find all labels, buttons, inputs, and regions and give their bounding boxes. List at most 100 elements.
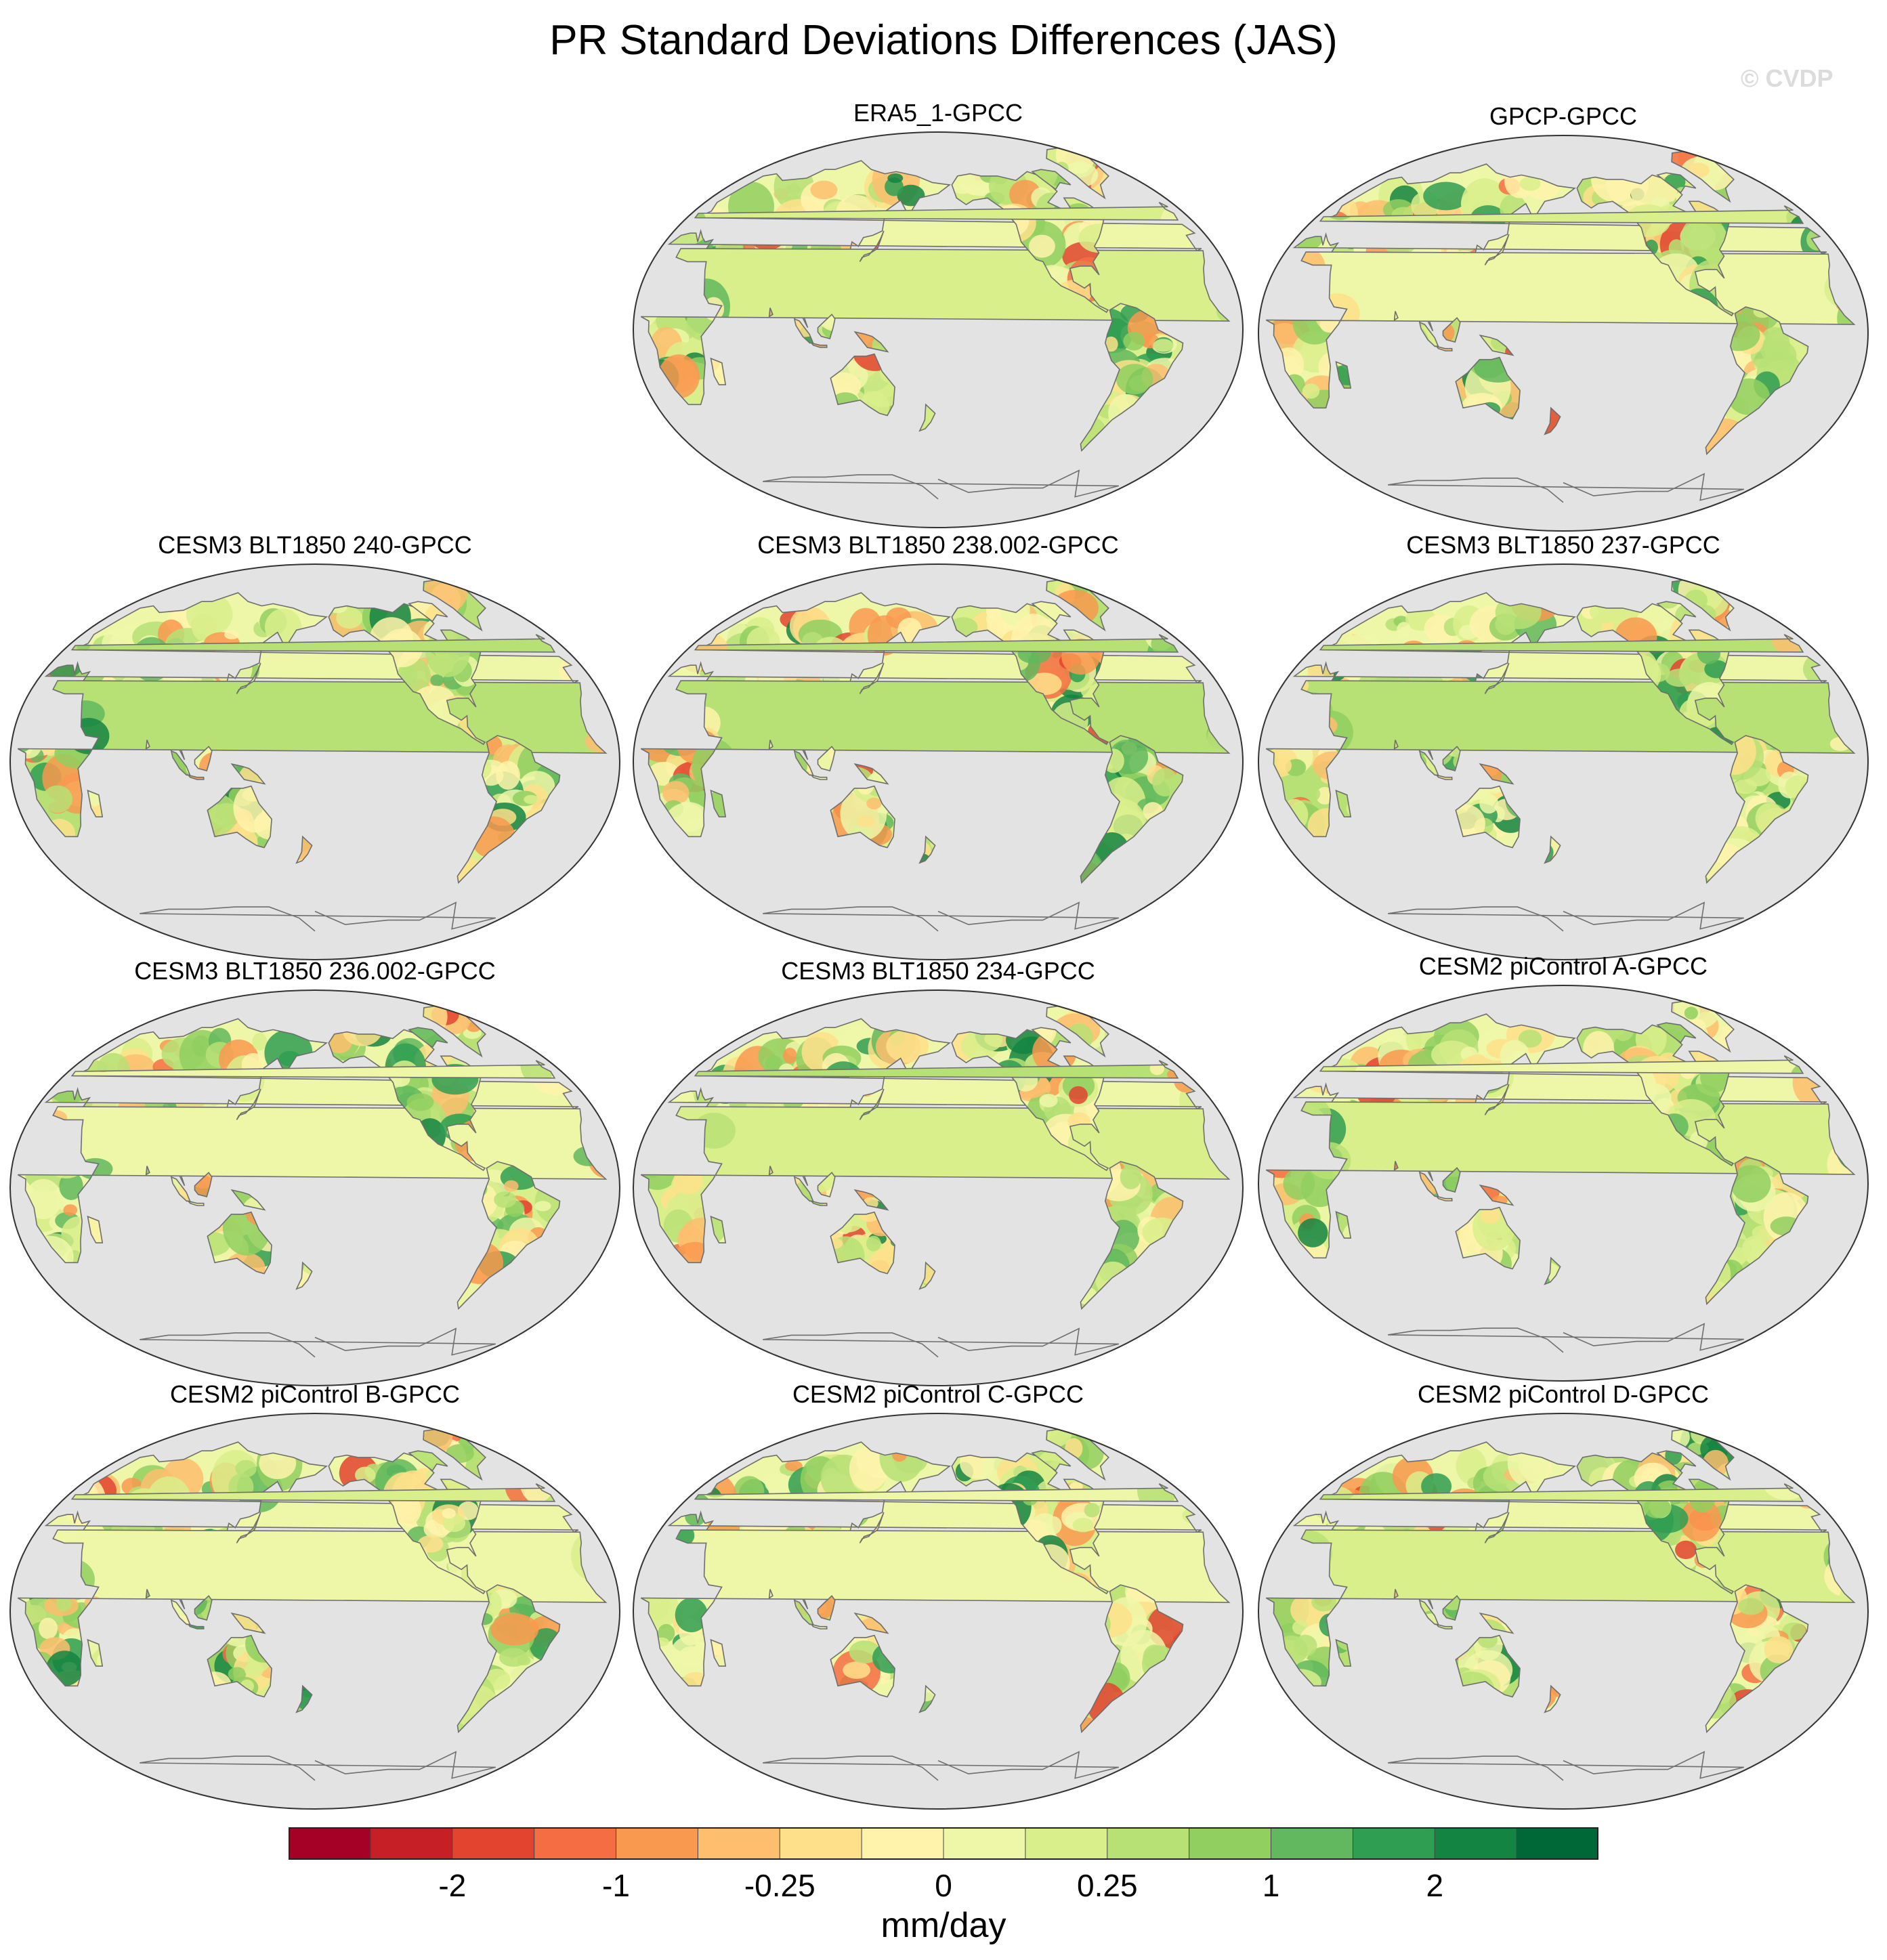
coastline-africa bbox=[640, 1106, 1231, 1264]
coastline-japan bbox=[859, 1512, 885, 1543]
robinson-map bbox=[633, 989, 1244, 1386]
anomaly-field-australia bbox=[207, 786, 272, 848]
coastline-borneo bbox=[194, 746, 213, 771]
landmass-britain bbox=[1320, 1055, 1803, 1073]
colorbar-tick-label: 0 bbox=[935, 1868, 952, 1903]
colorbar-swatch bbox=[452, 1827, 535, 1860]
map-border bbox=[633, 1413, 1244, 1810]
landmass-britain bbox=[695, 1483, 1178, 1501]
colorbar-swatch bbox=[1435, 1827, 1517, 1860]
panel-title: CESM3 BLT1850 234-GPCC bbox=[781, 957, 1095, 985]
coastline-africa bbox=[17, 680, 608, 838]
colorbar-swatch bbox=[1271, 1827, 1353, 1860]
coastline-britain bbox=[70, 1060, 556, 1079]
figure-title: PR Standard Deviations Differences (JAS) bbox=[549, 17, 1338, 64]
coastline-britain bbox=[70, 1483, 556, 1502]
coastline-australia bbox=[207, 785, 272, 849]
map-border bbox=[1258, 985, 1869, 1382]
coastline-britain bbox=[1319, 205, 1804, 224]
map-panel-cesm2-c: CESM2 piControl C-GPCC bbox=[630, 1380, 1246, 1813]
coastline-madagascar bbox=[87, 1215, 104, 1243]
coastline-madagascar bbox=[710, 789, 727, 817]
coastline-japan bbox=[859, 230, 885, 262]
coastline-africa bbox=[1265, 251, 1856, 409]
coastline-southamerica bbox=[1080, 1584, 1184, 1734]
colorbar-swatch bbox=[1107, 1827, 1190, 1860]
coastline-srilanka bbox=[145, 740, 150, 750]
map-panel-cesm2-a: CESM2 piControl A-GPCC bbox=[1255, 952, 1871, 1385]
coastline-java bbox=[1435, 1195, 1453, 1201]
colorbar-swatch bbox=[698, 1827, 780, 1860]
coastline-baffin bbox=[408, 601, 448, 622]
colorbar-swatch bbox=[616, 1827, 698, 1860]
coastline-japan bbox=[1484, 662, 1510, 694]
coastline-japan bbox=[1484, 1512, 1510, 1543]
map-border bbox=[1258, 1413, 1869, 1810]
coastline-newguinea bbox=[1479, 763, 1514, 785]
map-panel-era5: ERA5_1-GPCC bbox=[630, 98, 1246, 532]
landmass-britain bbox=[72, 1483, 555, 1501]
coastline-madagascar bbox=[1335, 1638, 1352, 1667]
map-panel-cesm2-d: CESM2 piControl D-GPCC bbox=[1255, 1380, 1871, 1813]
coastline-baffin bbox=[408, 1027, 448, 1048]
coastline-baffin bbox=[408, 1450, 448, 1472]
coastline-antarctica bbox=[763, 1751, 1119, 1781]
colorbar-units-label: mm/day bbox=[881, 1906, 1006, 1945]
coastline-newzealand bbox=[1544, 1256, 1561, 1285]
robinson-map bbox=[1258, 1413, 1869, 1810]
coastline-britain bbox=[694, 634, 1179, 653]
colorbar-swatch bbox=[1025, 1827, 1108, 1860]
coastline-southamerica bbox=[1705, 306, 1809, 456]
coastline-newzealand bbox=[1544, 406, 1561, 435]
coastline-borneo bbox=[817, 1172, 836, 1197]
colorbar-tick-label: -1 bbox=[602, 1868, 630, 1903]
cvdp-watermark: © CVDP bbox=[1741, 64, 1833, 92]
coastline-australia bbox=[207, 1211, 272, 1275]
colorbar-swatch bbox=[1517, 1827, 1598, 1860]
coastline-srilanka bbox=[1393, 1589, 1399, 1600]
anomaly-field-madagascar bbox=[1336, 1640, 1351, 1654]
panel-title: CESM2 piControl A-GPCC bbox=[1418, 952, 1708, 980]
coastline-srilanka bbox=[768, 740, 773, 750]
colorbar-tick-label: -0.25 bbox=[744, 1868, 815, 1903]
coastline-japan bbox=[859, 662, 885, 694]
map-border bbox=[633, 563, 1244, 960]
coastline-africa bbox=[1265, 1101, 1856, 1259]
coastline-srilanka bbox=[1393, 740, 1399, 750]
colorbar-swatch bbox=[1189, 1827, 1272, 1860]
coastline-africa bbox=[1265, 1529, 1856, 1687]
robinson-map bbox=[9, 1413, 620, 1810]
coastline-antarctica bbox=[140, 1327, 496, 1358]
coastline-java bbox=[186, 1623, 205, 1629]
robinson-map bbox=[1258, 985, 1869, 1382]
map-border bbox=[9, 563, 620, 960]
coastline-newguinea bbox=[1479, 1612, 1514, 1634]
colorbar-tick-label: 2 bbox=[1426, 1868, 1444, 1903]
coastline-newguinea bbox=[853, 763, 889, 785]
coastline-newguinea bbox=[1479, 334, 1514, 356]
coastline-java bbox=[186, 774, 205, 780]
coastline-newguinea bbox=[230, 763, 266, 785]
coastline-newzealand bbox=[918, 403, 936, 432]
coastline-britain bbox=[1319, 1055, 1804, 1074]
landmass-britain bbox=[695, 1060, 1178, 1078]
colorbar-swatch bbox=[862, 1827, 944, 1860]
coastline-australia bbox=[1455, 1634, 1521, 1698]
coastline-africa bbox=[640, 1529, 1231, 1687]
coastline-borneo bbox=[817, 314, 836, 339]
coastline-southamerica bbox=[1080, 735, 1184, 885]
robinson-map bbox=[9, 989, 620, 1386]
coastline-srilanka bbox=[768, 1166, 773, 1176]
colorbar-swatch bbox=[780, 1827, 862, 1860]
map-panel-cesm2-b: CESM2 piControl B-GPCC bbox=[7, 1380, 623, 1813]
coastline-antarctica bbox=[1388, 901, 1744, 932]
coastline-java bbox=[809, 774, 828, 780]
coastline-antarctica bbox=[140, 901, 496, 932]
coastline-java bbox=[186, 1200, 205, 1206]
colorbar-swatches bbox=[289, 1827, 1598, 1860]
panel-title: CESM3 BLT1850 237-GPCC bbox=[1406, 531, 1720, 559]
map-border bbox=[633, 989, 1244, 1386]
coastline-australia bbox=[830, 785, 895, 849]
coastline-britain bbox=[694, 202, 1179, 221]
coastline-antarctica bbox=[1388, 1751, 1744, 1781]
